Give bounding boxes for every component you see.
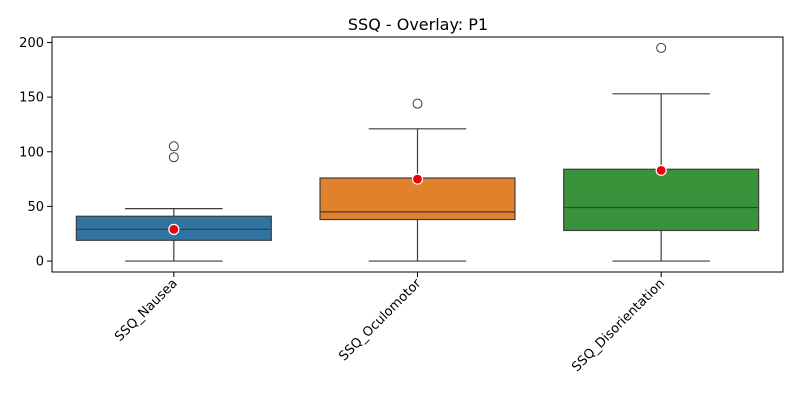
box-SSQ_Oculomotor [319,177,516,221]
x-tick-label: SSQ_Oculomotor [336,276,424,364]
y-tick-label: 200 [19,36,44,51]
box-SSQ_Disorientation [563,168,760,232]
mean-marker [411,173,424,185]
x-tick-label: SSQ_Nausea [112,276,181,345]
outlier-point [656,42,667,53]
y-tick-label: 50 [27,200,44,215]
y-tick-label: 100 [19,145,44,160]
x-tick-label: SSQ_Disorientation [569,276,668,375]
outlier-point [168,152,179,163]
mean-marker [168,223,180,235]
outlier-point [168,141,179,152]
y-tick-label: 0 [36,255,44,270]
y-tick-label: 150 [19,91,44,106]
outlier-point [412,98,423,109]
plot-area: 0 50 100 150 200 SSQ_Nausea SSQ_Oculomotor SSQ_… [19,36,784,375]
chart-title: SSQ - Overlay: P1 [348,15,488,34]
mean-marker [655,164,667,176]
